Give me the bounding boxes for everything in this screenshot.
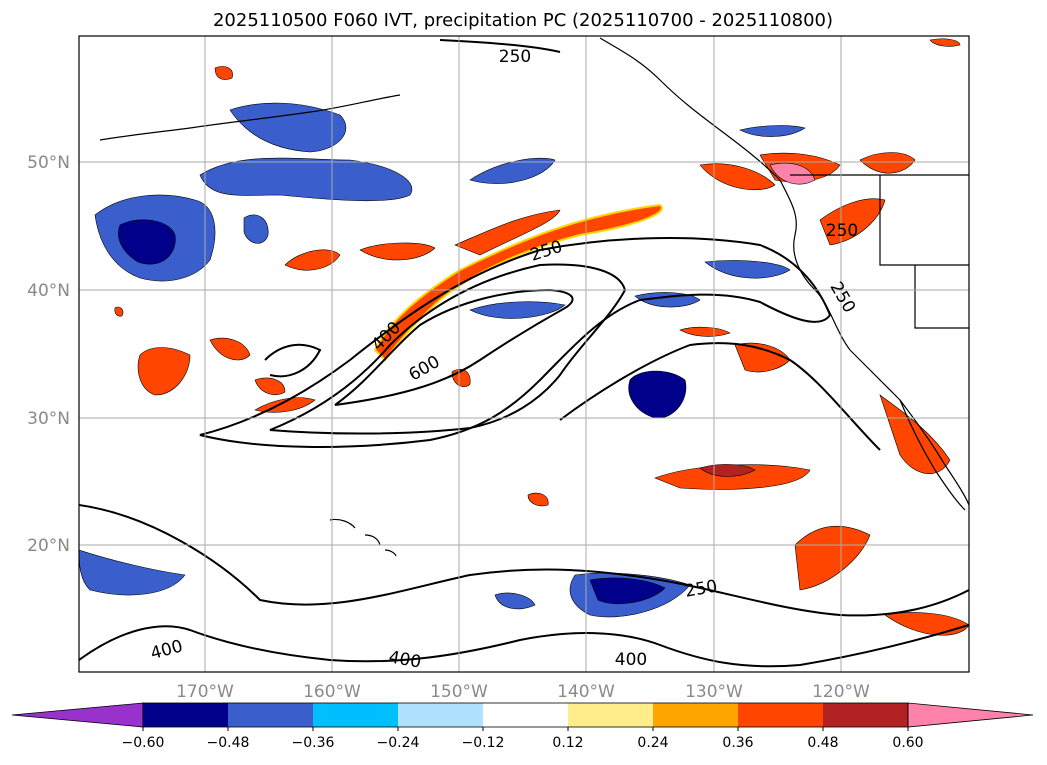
colorbar-segment	[568, 703, 653, 727]
colorbar-segment	[738, 703, 823, 727]
neg-field-central	[469, 301, 566, 319]
aleutian-islands	[99, 94, 401, 141]
pos-field-west-4	[209, 337, 251, 361]
pos-field-ne-1	[699, 163, 776, 191]
state-border-1	[879, 175, 969, 266]
ivt-contour-250-north	[439, 39, 561, 53]
colorbar-tick-label: −0.36	[292, 735, 335, 751]
pos-field-south-small	[527, 492, 549, 507]
neg-field-south-2	[494, 592, 536, 610]
ivt-contour-250-east	[559, 342, 881, 451]
hawaii-islands	[329, 518, 397, 557]
lon-label: 160°W	[303, 682, 361, 702]
neg-field-blob-west	[243, 214, 269, 244]
lat-label: 50°N	[27, 153, 70, 173]
colorbar-tick-label: 0.60	[892, 735, 923, 751]
coastlines	[99, 37, 969, 557]
neg-field-north-pacific-2	[229, 102, 347, 153]
lon-label: 150°W	[430, 682, 488, 702]
colorbar-segment	[653, 703, 738, 727]
california-coast	[849, 349, 969, 506]
gridlines	[79, 36, 969, 672]
pos-field-baja	[794, 525, 871, 591]
negative-precip-fields	[79, 102, 806, 618]
lon-label: 170°W	[176, 682, 234, 702]
colorbar-tick-label: −0.24	[377, 735, 420, 751]
pos-field-ar-north-lobe	[454, 209, 561, 256]
colorbar-tick-label: 0.24	[637, 735, 668, 751]
ivt-contour-400-south	[79, 504, 969, 617]
longitude-labels: 170°W 160°W 150°W 140°W 130°W 120°W	[176, 682, 870, 702]
pos-field-west-5	[254, 377, 286, 395]
colorbar-tick-label: −0.12	[462, 735, 505, 751]
ocean-background	[79, 36, 969, 672]
lat-label: 20°N	[27, 536, 70, 556]
neg-field-east-band	[704, 260, 791, 279]
pos-field-east-2	[679, 326, 731, 337]
pos-field-sw-small	[114, 306, 124, 317]
pos-field-west-3	[137, 347, 191, 396]
neg-field-north-pacific	[199, 157, 413, 202]
colorbar-tick-label: −0.60	[122, 735, 165, 751]
ivt-contour-250-south	[79, 624, 969, 668]
pos-field-canada	[859, 152, 916, 174]
colorbar-segments	[11, 702, 1034, 728]
neg-field-south-west	[79, 549, 186, 596]
lon-label: 130°W	[685, 682, 743, 702]
pos-field-pnw	[819, 198, 886, 246]
neg-field-south-central-core	[589, 577, 666, 605]
pos-field-west-1	[284, 249, 341, 271]
pos-field-ne-top	[929, 38, 961, 47]
lon-label: 140°W	[557, 682, 615, 702]
colorbar-extend-max	[907, 702, 1034, 728]
pos-field-west-2	[359, 242, 436, 261]
contour-label: 400	[387, 647, 422, 672]
lon-label: 120°W	[812, 682, 870, 702]
contour-label: 250	[499, 47, 531, 67]
map-content: 250 250 250 250 250 400 400 400 400 600	[79, 36, 969, 672]
state-border-2	[914, 265, 969, 329]
baja-peninsula	[899, 399, 966, 511]
colorbar-tick-label: 0.48	[807, 735, 838, 751]
pos-field-atmospheric-river	[373, 203, 663, 362]
map-frame	[78, 35, 970, 673]
colorbar-tick-label: 0.12	[552, 735, 583, 751]
contour-label: 250	[826, 221, 858, 241]
colorbar-segment	[313, 703, 398, 727]
colorbar-segment	[143, 703, 228, 727]
pos-field-south-east	[654, 464, 811, 490]
pos-field-aleutian-small	[214, 66, 233, 80]
neg-field-aleutian-east	[469, 157, 556, 184]
colorbar-extend-min	[11, 702, 144, 728]
lat-label: 30°N	[27, 409, 70, 429]
colorbar-segment	[228, 703, 313, 727]
contour-label: 400	[615, 650, 647, 670]
ivt-contours	[79, 39, 969, 668]
lat-label: 40°N	[27, 281, 70, 301]
ivt-contour-600	[334, 288, 574, 406]
colorbar-segment	[483, 703, 568, 727]
bc-coast	[779, 179, 851, 351]
neg-field-bc-coast	[739, 125, 806, 137]
colorbar-ticks: −0.60 −0.48 −0.36 −0.24 −0.12 0.12 0.24 0.36 0.4…	[122, 727, 924, 751]
ivt-contour-250-west	[264, 343, 322, 378]
map-panel[interactable]: 250 250 250 250 250 400 400 400 400 600	[78, 35, 970, 673]
colorbar-tick-label: 0.36	[722, 735, 753, 751]
neg-field-blob-30n	[628, 370, 687, 419]
neg-field-western-gulf-core	[118, 219, 176, 265]
latitude-labels: 50°N 40°N 30°N 20°N	[27, 153, 70, 556]
colorbar: −0.60 −0.48 −0.36 −0.24 −0.12 0.12 0.24 0.36 0.4…	[11, 702, 1034, 751]
alaska-coast	[599, 37, 781, 181]
pos-field-ne-3	[769, 162, 816, 185]
colorbar-segment	[823, 703, 908, 727]
colorbar-frame	[142, 702, 909, 728]
colorbar-tick-label: −0.48	[207, 735, 250, 751]
colorbar-segment	[398, 703, 483, 727]
map-title: 2025110500 F060 IVT, precipitation PC (2…	[213, 10, 833, 31]
